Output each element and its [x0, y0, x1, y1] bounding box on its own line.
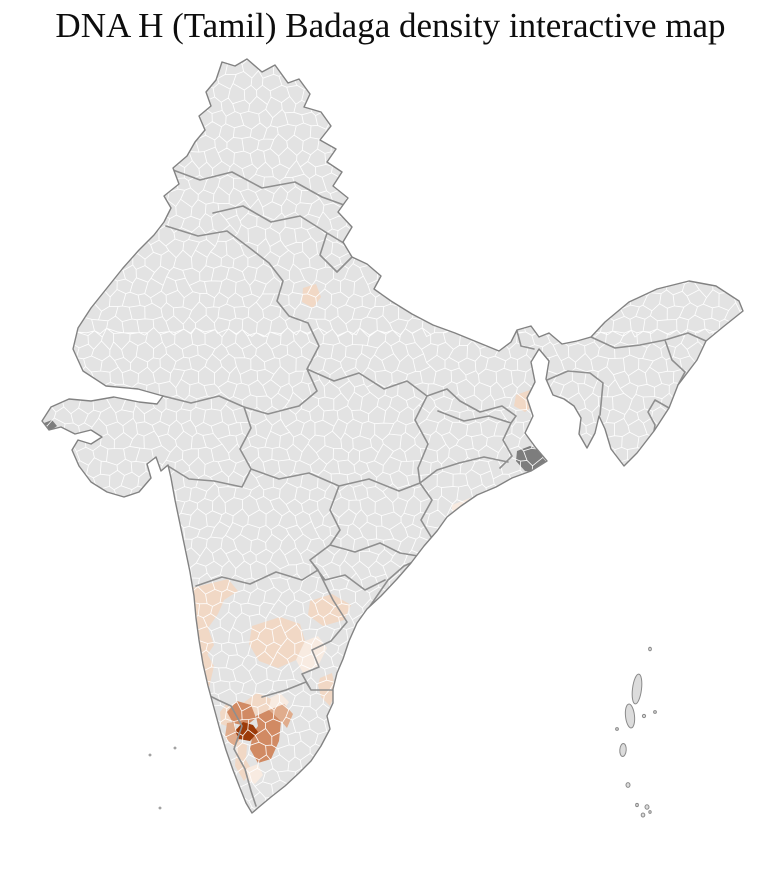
state-borders [162, 169, 707, 807]
district-nw-karnataka-band[interactable] [189, 579, 238, 661]
district-rayalaseema-east[interactable] [296, 636, 327, 673]
district-erode[interactable] [269, 704, 293, 728]
lakshadweep-islands[interactable] [148, 746, 177, 810]
andaman-nicobar-islands[interactable] [615, 646, 657, 818]
district-coimbatore[interactable] [250, 710, 281, 763]
page-title: DNA H (Tamil) Badaga density interactive… [55, 6, 726, 45]
district-coastal-andhra[interactable] [308, 594, 351, 626]
india-landmass[interactable] [42, 59, 743, 813]
country-outline [41, 58, 744, 814]
